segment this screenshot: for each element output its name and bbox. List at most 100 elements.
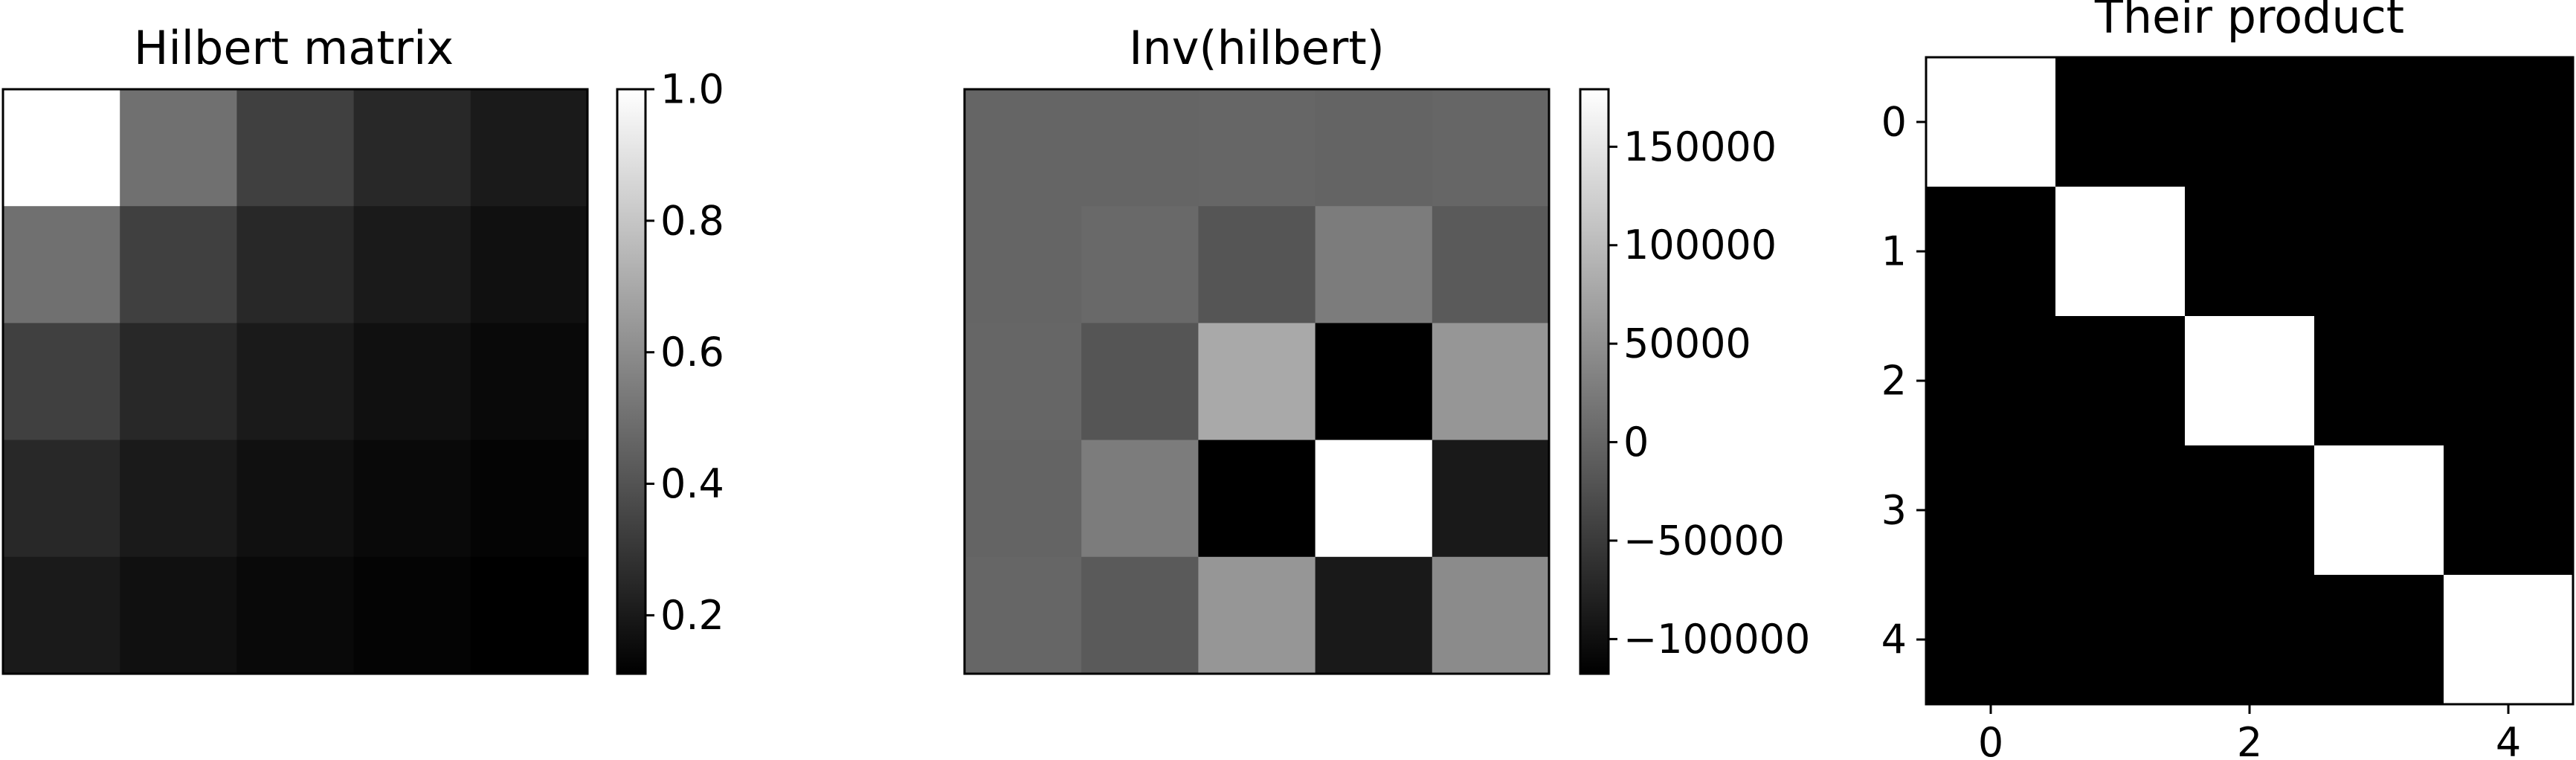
- heatmap-cell: [2185, 316, 2315, 446]
- heatmap-cell: [3, 89, 120, 207]
- heatmap-cell: [120, 439, 237, 558]
- x-tick-label: 0: [1978, 719, 2003, 760]
- heatmap-cells: [3, 89, 588, 674]
- heatmap-cell: [1315, 556, 1433, 674]
- heatmap-cell: [1081, 439, 1199, 558]
- heatmap-cell: [1432, 556, 1550, 674]
- y-tick-label: 2: [1881, 358, 1907, 405]
- heatmap-cell: [236, 439, 355, 558]
- heatmap-cells: [965, 89, 1550, 674]
- heatmap-cell: [1081, 556, 1199, 674]
- heatmap-cell: [2314, 57, 2444, 187]
- panel-hilbert-matrix: Hilbert matrix 0.2 0.4 0.6 0.8 1.0: [1, 21, 724, 675]
- heatmap-cell: [1315, 439, 1433, 558]
- axes-ticks: 0 2 4 0 1 2 3 4: [1881, 99, 2522, 760]
- colorbar-gradient: [616, 88, 647, 675]
- heatmap-cell: [1432, 206, 1550, 323]
- heatmap-cell: [2185, 575, 2315, 705]
- heatmap-cell: [470, 556, 588, 674]
- heatmap-cell: [2444, 575, 2574, 705]
- heatmap-cell: [236, 323, 355, 441]
- heatmap-cell: [353, 439, 471, 558]
- heatmap-cell: [1198, 206, 1316, 323]
- colorbar-tick-label: 0: [1623, 419, 1649, 466]
- heatmap-cell: [1198, 89, 1316, 207]
- colorbar-tick-label: 0.4: [660, 460, 724, 507]
- colorbar-tick-label: −50000: [1623, 517, 1785, 564]
- heatmap-cell: [120, 89, 237, 207]
- heatmap-cell: [236, 206, 355, 323]
- heatmap-cell: [3, 206, 120, 323]
- heatmap-cell: [2444, 57, 2574, 187]
- x-tick-label: 2: [2237, 719, 2262, 760]
- heatmap-cell: [3, 556, 120, 674]
- heatmap-cell: [2055, 57, 2186, 187]
- heatmap-cell: [2055, 187, 2186, 317]
- heatmap-cell: [2314, 445, 2444, 576]
- heatmap-cell: [236, 89, 355, 207]
- heatmap-cell: [965, 556, 1082, 674]
- heatmap-cell: [1198, 556, 1316, 674]
- heatmap-cell: [120, 206, 237, 323]
- heatmap-cell: [470, 323, 588, 441]
- y-tick-label: 4: [1881, 616, 1907, 663]
- heatmap-cell: [2314, 187, 2444, 317]
- colorbar: 0.2 0.4 0.6 0.8 1.0: [616, 66, 724, 675]
- heatmap-cell: [1926, 316, 2056, 446]
- heatmap-cell: [965, 323, 1082, 441]
- heatmap-cell: [120, 556, 237, 674]
- heatmap-cell: [1432, 89, 1550, 207]
- panel-inverse-hilbert: Inv(hilbert) −100000 −50000 0 50000 100000 15…: [963, 21, 1810, 675]
- heatmap-cell: [1432, 439, 1550, 558]
- heatmap-cell: [965, 206, 1082, 323]
- chart-title: Hilbert matrix: [134, 21, 454, 75]
- heatmap-cell: [470, 439, 588, 558]
- heatmap-cell: [2314, 575, 2444, 705]
- panel-their-product: Their product 0 2 4 0 1 2 3 4: [1881, 0, 2575, 760]
- heatmap-cell: [2055, 445, 2186, 576]
- chart-title: Inv(hilbert): [1129, 21, 1385, 75]
- heatmap-cell: [1198, 323, 1316, 441]
- heatmap-cell: [236, 556, 355, 674]
- heatmap-cell: [1926, 57, 2056, 187]
- heatmap-cell: [1315, 206, 1433, 323]
- colorbar: −100000 −50000 0 50000 100000 150000: [1579, 88, 1810, 675]
- y-tick-label: 1: [1881, 228, 1907, 275]
- plot-frame: [963, 88, 1551, 675]
- heatmap-cell: [2444, 316, 2574, 446]
- heatmap-cell: [1432, 323, 1550, 441]
- heatmap-cell: [2055, 575, 2186, 705]
- colorbar-tick-label: 0.8: [660, 197, 724, 244]
- x-tick-label: 4: [2496, 719, 2521, 760]
- colorbar-tick-label: −100000: [1623, 616, 1810, 663]
- chart-title: Their product: [2094, 0, 2404, 44]
- colorbar-tick-label: 0.6: [660, 329, 724, 376]
- heatmap-cell: [3, 323, 120, 441]
- heatmap-cell: [1926, 445, 2056, 576]
- heatmap-cell: [353, 89, 471, 207]
- heatmap-cell: [1315, 89, 1433, 207]
- heatmap-cell: [1315, 323, 1433, 441]
- heatmap-cell: [1926, 575, 2056, 705]
- y-tick-label: 3: [1881, 487, 1907, 534]
- heatmap-cell: [2185, 445, 2315, 576]
- colorbar-tick-label: 150000: [1623, 123, 1777, 170]
- y-tick-label: 0: [1881, 99, 1907, 146]
- heatmap-cell: [2444, 445, 2574, 576]
- colorbar-tick-label: 100000: [1623, 222, 1777, 268]
- colorbar-gradient: [1579, 88, 1610, 675]
- heatmap-cell: [3, 439, 120, 558]
- heatmap-cell: [470, 89, 588, 207]
- heatmap-cell: [1081, 89, 1199, 207]
- heatmap-cell: [2314, 316, 2444, 446]
- heatmap-cell: [1926, 187, 2056, 317]
- heatmap-cell: [2185, 57, 2315, 187]
- heatmap-cells: [1926, 57, 2574, 705]
- heatmap-cell: [120, 323, 237, 441]
- heatmap-cell: [1081, 206, 1199, 323]
- heatmap-cell: [1081, 323, 1199, 441]
- heatmap-cell: [2055, 316, 2186, 446]
- colorbar-tick-label: 1.0: [660, 66, 724, 113]
- heatmap-cell: [2185, 187, 2315, 317]
